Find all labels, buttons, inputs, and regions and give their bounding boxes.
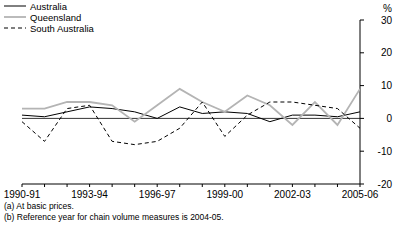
x-tick bbox=[247, 184, 248, 187]
series-line bbox=[22, 89, 360, 125]
y-tick bbox=[360, 184, 364, 185]
series-line bbox=[22, 107, 360, 122]
x-tick-label: 1996-97 bbox=[139, 189, 176, 200]
chart: -20 -10 0 10 20 30% 1990-91 1993-94 1996-97 1999-… bbox=[0, 0, 397, 227]
x-tick bbox=[314, 184, 315, 187]
x-tick bbox=[112, 184, 113, 187]
legend-label: South Australia bbox=[30, 23, 95, 34]
y-tick-label: -10 bbox=[378, 146, 393, 157]
plot-area bbox=[22, 89, 360, 145]
y-tick bbox=[360, 85, 364, 86]
y-tick bbox=[360, 20, 364, 21]
y-tick-label: -20 bbox=[378, 179, 393, 190]
x-tick bbox=[337, 184, 338, 187]
y-axis bbox=[360, 20, 361, 184]
footnote: (b) Reference year for chain volume meas… bbox=[4, 212, 224, 222]
y-tick-label: 0 bbox=[386, 113, 392, 124]
y-label: % bbox=[383, 3, 392, 14]
x-tick-label: 1999-00 bbox=[206, 189, 243, 200]
y-tick bbox=[360, 52, 364, 53]
legend-swatch bbox=[4, 16, 26, 18]
x-tick bbox=[67, 184, 68, 187]
x-tick-label: 2005-06 bbox=[342, 189, 379, 200]
legend-label: Queensland bbox=[30, 12, 81, 23]
x-tick-label: 1990-91 bbox=[4, 189, 41, 200]
zero-line bbox=[22, 118, 360, 119]
x-tick bbox=[44, 184, 45, 187]
y-tick bbox=[360, 118, 364, 119]
x-tick bbox=[157, 184, 158, 187]
y-tick bbox=[360, 151, 364, 152]
x-tick bbox=[134, 184, 135, 187]
legend-label: Australia bbox=[30, 1, 68, 12]
x-tick bbox=[224, 184, 225, 187]
x-tick bbox=[360, 184, 361, 187]
x-tick bbox=[269, 184, 270, 187]
x-tick bbox=[202, 184, 203, 187]
x-tick bbox=[22, 184, 23, 187]
legend-swatch bbox=[4, 6, 26, 7]
x-tick-label: 2002-03 bbox=[274, 189, 311, 200]
series-line bbox=[22, 102, 360, 145]
x-axis bbox=[22, 184, 360, 185]
x-tick bbox=[292, 184, 293, 187]
x-tick bbox=[89, 184, 90, 187]
y-tick-label: 10 bbox=[381, 80, 393, 91]
y-tick-label: 20 bbox=[381, 47, 393, 58]
y-tick-label: 30 bbox=[381, 15, 393, 26]
legend-swatch bbox=[4, 28, 26, 29]
x-tick-label: 1993-94 bbox=[71, 189, 108, 200]
x-tick bbox=[179, 184, 180, 187]
footnote: (a) At basic prices. bbox=[4, 201, 74, 211]
